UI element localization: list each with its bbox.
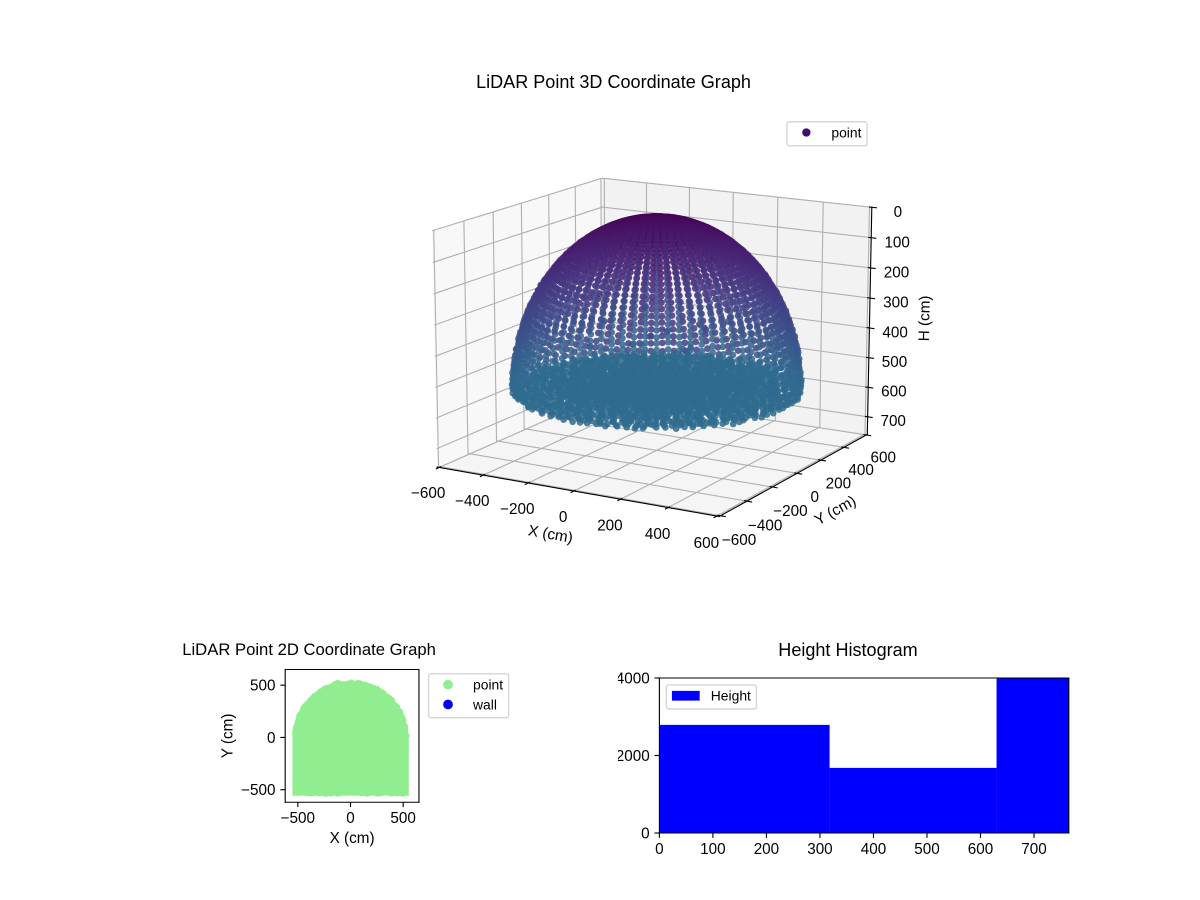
svg-text:−600: −600	[722, 532, 756, 549]
svg-text:0: 0	[267, 730, 276, 747]
svg-text:−500: −500	[241, 782, 275, 799]
svg-text:H (cm): H (cm)	[916, 295, 934, 341]
svg-text:500: 500	[250, 678, 275, 695]
svg-text:LiDAR Point 3D Coordinate Grap: LiDAR Point 3D Coordinate Graph	[476, 72, 751, 92]
svg-text:X (cm): X (cm)	[330, 830, 375, 847]
svg-text:600: 600	[871, 450, 896, 467]
svg-text:200: 200	[884, 265, 909, 282]
svg-text:200: 200	[826, 475, 851, 492]
svg-text:700: 700	[880, 413, 905, 430]
svg-text:500: 500	[882, 354, 907, 371]
svg-text:−200: −200	[773, 503, 807, 520]
svg-text:400: 400	[882, 324, 907, 341]
svg-text:−500: −500	[281, 810, 315, 827]
svg-text:200: 200	[597, 518, 622, 535]
svg-text:0: 0	[894, 204, 903, 221]
svg-text:−400: −400	[748, 517, 782, 534]
svg-text:400: 400	[645, 526, 670, 543]
svg-text:0: 0	[346, 810, 355, 827]
svg-text:600: 600	[881, 384, 906, 401]
svg-text:100: 100	[884, 234, 909, 251]
svg-text:−600: −600	[411, 485, 445, 502]
svg-text:300: 300	[883, 295, 908, 312]
svg-text:point: point	[831, 124, 861, 140]
svg-text:−200: −200	[500, 501, 534, 518]
svg-text:500: 500	[390, 810, 415, 827]
svg-text:600: 600	[694, 535, 719, 552]
svg-text:−400: −400	[455, 493, 489, 510]
svg-text:0: 0	[559, 509, 568, 526]
svg-text:0: 0	[811, 489, 820, 506]
